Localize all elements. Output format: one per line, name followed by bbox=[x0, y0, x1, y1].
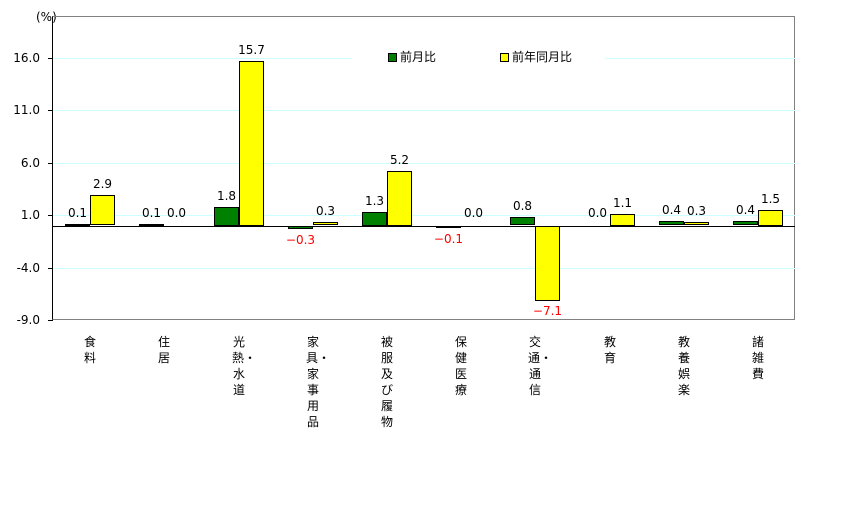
value-label: 0.4 bbox=[661, 203, 682, 217]
gridline bbox=[53, 215, 795, 216]
value-label: 1.8 bbox=[216, 189, 237, 203]
x-category-label: 諸雑費 bbox=[751, 335, 764, 381]
y-tick-label: 16.0 bbox=[13, 51, 40, 65]
x-category-label: 交通・通信 bbox=[528, 335, 553, 397]
x-category-label: 光熱・水道 bbox=[232, 335, 257, 397]
bar-yoy-3 bbox=[313, 222, 338, 225]
bar-mom-6 bbox=[510, 217, 535, 225]
bar-mom-2 bbox=[214, 207, 239, 226]
x-category-label: 家具・家事用品 bbox=[306, 335, 331, 429]
x-category-label: 保健医療 bbox=[454, 335, 467, 397]
zero-baseline bbox=[53, 226, 795, 227]
plot-area bbox=[52, 16, 795, 320]
y-axis-unit-label: (%) bbox=[36, 10, 57, 24]
y-tick-label: 1.0 bbox=[20, 208, 40, 222]
value-label: 0.4 bbox=[735, 203, 756, 217]
value-label: 1.3 bbox=[364, 194, 385, 208]
value-label: 0.1 bbox=[141, 206, 162, 220]
value-label: 0.3 bbox=[686, 204, 707, 218]
y-tick bbox=[48, 110, 53, 111]
legend-swatch-mom bbox=[388, 53, 397, 62]
gridline bbox=[53, 110, 795, 111]
x-category-label: 教養娯楽 bbox=[677, 335, 690, 397]
x-category-label: 食料 bbox=[83, 335, 96, 365]
bar-mom-1 bbox=[139, 224, 164, 226]
value-label: 15.7 bbox=[238, 43, 265, 57]
bar-yoy-0 bbox=[90, 195, 115, 225]
x-category-label: 教育 bbox=[603, 335, 616, 365]
y-tick-label: -9.0 bbox=[16, 313, 40, 327]
y-tick-label: 6.0 bbox=[20, 156, 40, 170]
value-label: 0.0 bbox=[587, 206, 608, 220]
y-tick-label: 11.0 bbox=[13, 103, 40, 117]
value-label: 1.5 bbox=[760, 192, 781, 206]
bar-mom-0 bbox=[65, 224, 90, 226]
value-label: 0.0 bbox=[166, 206, 187, 220]
legend-swatch-yoy bbox=[500, 53, 509, 62]
bar-mom-4 bbox=[362, 212, 387, 226]
bar-yoy-8 bbox=[684, 222, 709, 225]
value-label: 2.9 bbox=[92, 177, 113, 191]
y-tick bbox=[48, 268, 53, 269]
value-label: 0.3 bbox=[315, 204, 336, 218]
bar-mom-9 bbox=[733, 221, 758, 225]
x-category-label: 住居 bbox=[157, 335, 170, 365]
bar-mom-3 bbox=[288, 226, 313, 229]
bar-yoy-7 bbox=[610, 214, 635, 226]
legend-label-mom: 前月比 bbox=[400, 50, 437, 64]
y-tick bbox=[48, 320, 53, 321]
bar-mom-8 bbox=[659, 221, 684, 225]
value-label: −0.3 bbox=[285, 233, 316, 247]
legend-label-yoy: 前年同月比 bbox=[512, 50, 573, 64]
bar-yoy-2 bbox=[239, 61, 264, 226]
bar-yoy-9 bbox=[758, 210, 783, 226]
value-label: −7.1 bbox=[532, 304, 563, 318]
y-tick bbox=[48, 58, 53, 59]
value-label: −0.1 bbox=[433, 232, 464, 246]
legend: 前月比 前年同月比 bbox=[352, 48, 605, 68]
value-label: 0.1 bbox=[67, 206, 88, 220]
bar-yoy-4 bbox=[387, 171, 412, 226]
gridline bbox=[53, 268, 795, 269]
value-label: 0.0 bbox=[463, 206, 484, 220]
y-tick-label: -4.0 bbox=[16, 261, 40, 275]
value-label: 5.2 bbox=[389, 153, 410, 167]
y-tick bbox=[48, 215, 53, 216]
bar-yoy-6 bbox=[535, 226, 560, 301]
value-label: 0.8 bbox=[512, 199, 533, 213]
bar-mom-5 bbox=[436, 226, 461, 228]
value-label: 1.1 bbox=[612, 196, 633, 210]
gridline bbox=[53, 163, 795, 164]
x-category-label: 被服及び履物 bbox=[380, 335, 393, 429]
y-tick bbox=[48, 163, 53, 164]
